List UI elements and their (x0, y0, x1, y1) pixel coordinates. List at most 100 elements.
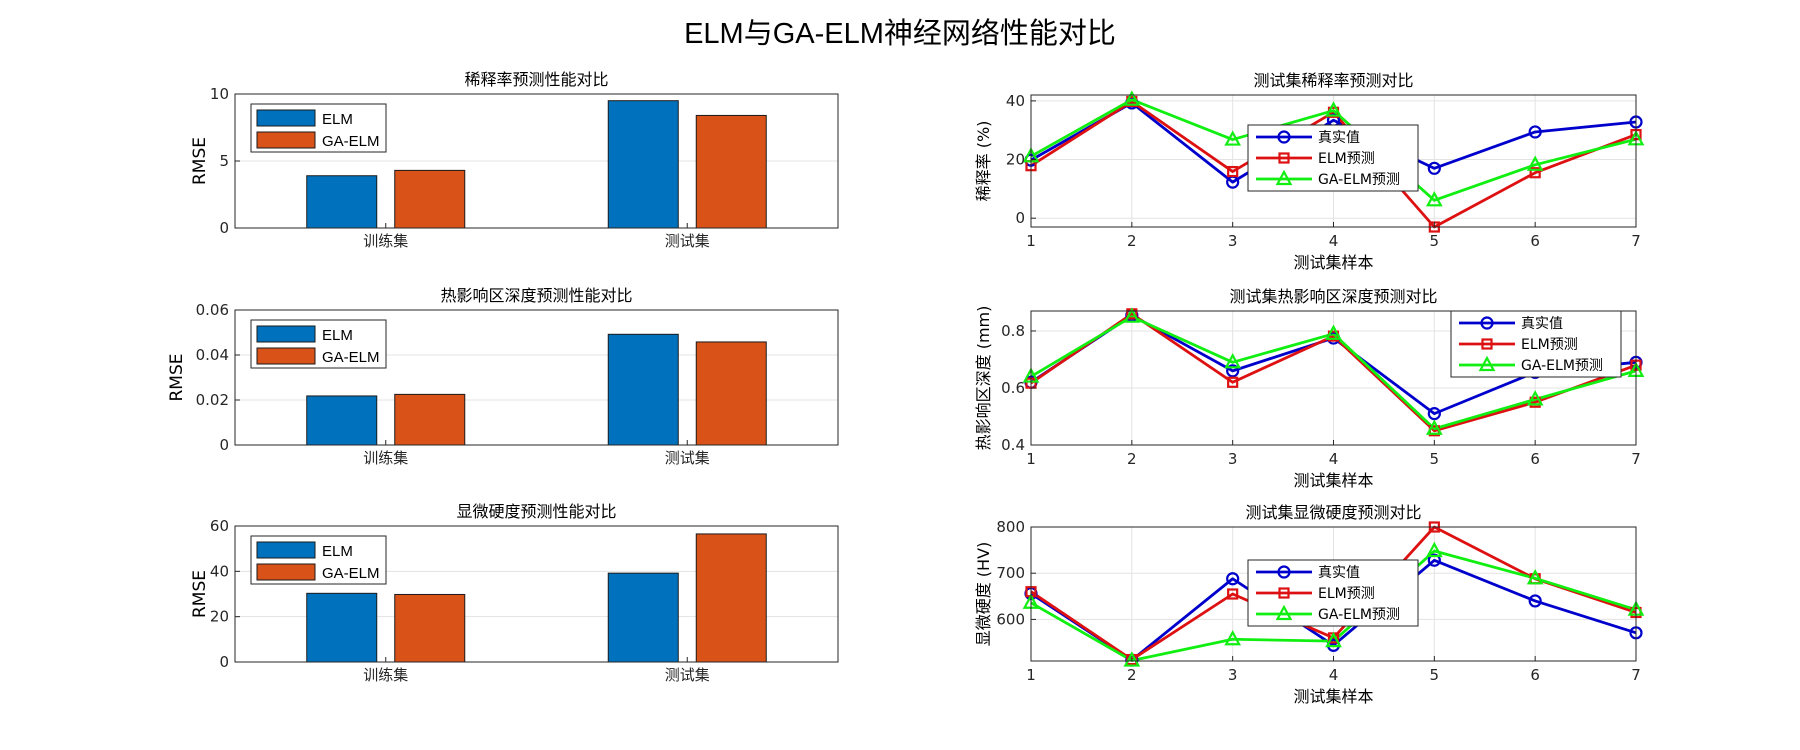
bar-chart-1-y-tick-label: 5 (219, 152, 229, 170)
line-chart-1-y-label: 稀释率 (%) (974, 121, 993, 202)
line-chart-2-series-1-point (1226, 364, 1240, 378)
bar-chart-1-bar-elm (607, 100, 679, 229)
line-chart-2-series-line-3 (1030, 315, 1637, 431)
line-chart-2-legend-label: 真实值 (1521, 316, 1563, 332)
bar-chart-2-bar-elm (306, 395, 378, 446)
line-chart-3-legend: 真实值 ELM预测 GA-ELM预测 (1247, 559, 1419, 627)
bar-chart-1-x-tick-label: 测试集 (665, 232, 710, 250)
line-chart-3-y-label: 显微硬度 (HV) (974, 542, 993, 647)
line-chart-1-y-tick-label: 20 (1006, 151, 1025, 169)
line-chart-3-x-tick-label: 2 (1127, 666, 1137, 684)
line-chart-1-legend: 真实值 ELM预测 GA-ELM预测 (1247, 124, 1419, 192)
bar-chart-1-legend-label: ELM (322, 111, 353, 128)
bar-chart-3-x-tick-label: 测试集 (665, 666, 710, 684)
bar-chart-1-legend-label: GA-ELM (322, 133, 380, 150)
line-chart-3-y-tick-label: 600 (996, 610, 1025, 628)
bar-chart-3-bar-elm (306, 592, 378, 663)
bar-chart-2-title: 热影响区深度预测性能对比 (440, 286, 632, 305)
line-chart-2-series-3-point (1224, 353, 1242, 369)
line-chart-1-y-tick-label: 0 (1015, 209, 1025, 227)
line-chart-3-series-3-point (1224, 629, 1242, 646)
line-chart-1-series-1-point (1427, 161, 1441, 175)
line-chart-1-series-line-3 (1030, 98, 1637, 202)
bar-chart-3-bar-ga-elm (394, 593, 466, 663)
line-chart-1-legend-label: GA-ELM预测 (1318, 172, 1400, 188)
line-chart-3-series-2-point (1227, 588, 1239, 600)
bar-chart-1-y-label: RMSE (190, 137, 210, 185)
line-chart-3-axes-box (1030, 526, 1637, 662)
line-chart-1-series-3-point (1425, 190, 1443, 207)
line-chart-1-x-tick-label: 1 (1026, 232, 1036, 250)
bar-chart-3-y-tick-label: 60 (210, 517, 229, 535)
bar-chart-3-y-label: RMSE (190, 570, 210, 618)
line-chart-3-legend-label: GA-ELM预测 (1318, 607, 1400, 623)
line-chart-3-series-3-point (1325, 631, 1342, 648)
line-chart-2-series-2-point (1227, 376, 1239, 388)
bar-chart-2-legend-swatch-ga-elm (256, 347, 316, 365)
line-chart-2-x-tick-label: 6 (1530, 450, 1540, 468)
line-chart-2-y-tick-label: 0.6 (1001, 379, 1025, 397)
line-chart-1-x-tick-label: 4 (1329, 232, 1339, 250)
line-chart-3-legend-label: 真实值 (1318, 565, 1360, 581)
line-chart-1-legend-marker-1 (1277, 130, 1291, 144)
line-chart-3-x-label: 测试集样本 (1293, 687, 1373, 706)
line-chart-3-series-3-point (1425, 541, 1443, 558)
bar-chart-3-title: 显微硬度预测性能对比 (456, 502, 616, 521)
line-chart-2-series-line-2 (1030, 312, 1637, 433)
bar-chart-2-y-tick-label: 0.04 (196, 346, 229, 364)
line-chart-3-y-tick-label: 700 (996, 564, 1025, 582)
bar-chart-3-y-tick-label: 0 (219, 653, 229, 671)
line-chart-2-series-3-point (1325, 324, 1342, 340)
bar-chart-1-bar-elm (306, 175, 378, 229)
line-chart-3-legend-label: ELM预测 (1318, 586, 1375, 602)
line-chart-1-series-1-point (1528, 125, 1542, 139)
line-chart-2-legend-marker-1 (1480, 316, 1494, 330)
bar-chart-2-axes-box (234, 309, 839, 446)
line-chart-1-series-2-point (1227, 165, 1239, 178)
line-chart-2-legend: 真实值 ELM预测 GA-ELM预测 (1450, 310, 1622, 378)
line-chart-2-series-1-point (1427, 407, 1441, 421)
line-chart-2-y-label: 热影响区深度 (mm) (974, 306, 993, 451)
bar-chart-2-y-tick-label: 0 (219, 436, 229, 454)
bar-chart-1-legend-swatch-ga-elm (256, 131, 316, 149)
line-chart-1-series-2-point (1529, 167, 1541, 179)
line-chart-3-legend-marker-3 (1275, 604, 1293, 621)
line-chart-2-x-label: 测试集样本 (1293, 471, 1373, 490)
line-chart-2-x-tick-label: 1 (1026, 450, 1036, 468)
line-chart-1-x-tick-label: 7 (1631, 232, 1641, 250)
line-chart-3-series-1-point (1226, 572, 1240, 586)
bar-chart-3-legend-swatch-elm (256, 541, 316, 559)
bar-chart-1: 训练集 测试集 0 5 10 稀释率预测性能对比 RMSE ELM GA-ELM (190, 70, 839, 250)
bar-chart-1-legend: ELM GA-ELM (250, 103, 387, 153)
bar-chart-2-bar-elm (607, 333, 679, 446)
line-chart-1-x-tick-label: 5 (1430, 232, 1440, 250)
line-chart-1-series-3-point (1224, 130, 1242, 146)
line-chart-3-y-tick-label: 800 (996, 518, 1025, 536)
line-chart-2-axes-box (1030, 310, 1637, 446)
line-chart-3-series-1-point (1427, 553, 1441, 567)
line-chart-1-legend-label: 真实值 (1318, 130, 1360, 146)
line-chart-2-y-tick-label: 0.8 (1001, 322, 1025, 340)
line-chart-2-x-tick-label: 4 (1329, 450, 1339, 468)
line-chart-1-x-tick-label: 3 (1228, 232, 1238, 250)
line-chart-1-title: 测试集稀释率预测对比 (1253, 71, 1413, 90)
line-chart-2-series-3-point (1526, 390, 1544, 406)
line-chart-3-x-tick-label: 3 (1228, 666, 1238, 684)
line-chart-2-x-tick-label: 3 (1228, 450, 1238, 468)
line-chart-3-x-tick-label: 7 (1631, 666, 1641, 684)
line-chart-3-series-3-point (1123, 651, 1141, 667)
bar-chart-3-bar-elm (607, 572, 679, 663)
line-chart-3-legend-marker-1 (1277, 565, 1291, 579)
line-chart-1-x-tick-label: 6 (1530, 232, 1540, 250)
line-chart-1-x-tick-label: 2 (1127, 232, 1137, 250)
line-chart-3-series-3-point (1526, 568, 1544, 585)
line-chart-2-series-3-point (1425, 419, 1443, 435)
line-chart-2-x-tick-label: 2 (1127, 450, 1137, 468)
bar-chart-3-y-tick-label: 20 (210, 608, 229, 626)
bar-chart-3-legend-label: ELM (322, 543, 353, 560)
bar-chart-1-legend-swatch-elm (256, 109, 316, 127)
line-chart-3-x-tick-label: 4 (1329, 666, 1339, 684)
